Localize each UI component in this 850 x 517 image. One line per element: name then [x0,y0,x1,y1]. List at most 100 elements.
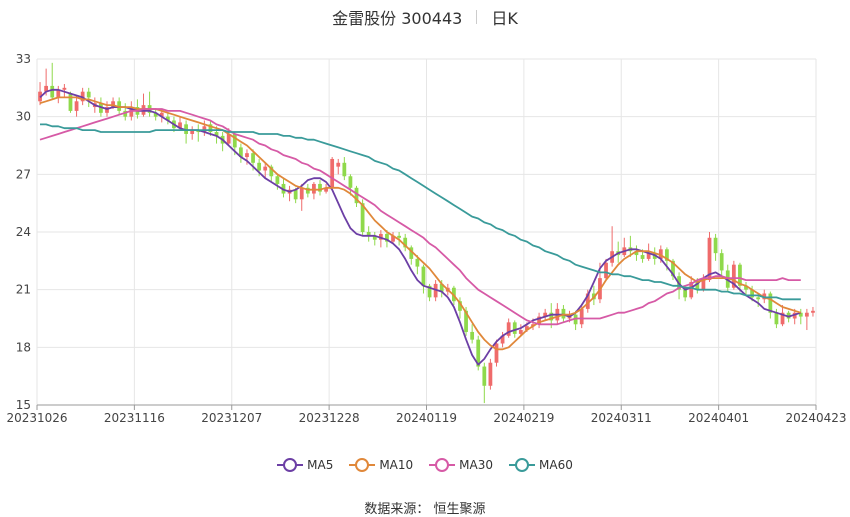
candle-body [409,247,414,259]
candle-body [378,233,383,240]
candle-body [56,89,61,98]
candle-body [689,281,694,298]
candle-body [427,285,432,298]
candle-body [665,249,669,261]
candle-body [488,362,493,386]
candle-body [299,187,304,200]
candle-body [634,251,639,256]
chart-period-label: 日K [491,9,518,28]
y-tick-label: 18 [16,340,31,354]
candle-body [640,255,645,259]
candle-body [561,308,566,319]
candle-body [500,335,505,344]
candle-body [293,189,298,200]
candle-body [117,101,122,111]
candle-body [719,253,724,271]
x-tick-label: 20231116 [104,411,165,425]
candle-body [482,366,487,386]
candle-body [768,293,773,313]
y-tick-label: 27 [16,167,31,181]
y-tick-label: 33 [16,52,31,66]
legend-item-ma60[interactable]: MA60 [509,458,573,472]
candle-body [232,133,237,148]
candle-body [251,153,255,163]
candle-body [543,312,548,317]
legend-ma60-label: MA60 [539,458,573,472]
legend-ma5-label: MA5 [307,458,334,472]
candle-body [756,297,761,300]
candle-body [537,316,541,325]
candle-body [68,93,73,111]
candle-body [750,289,754,298]
candle-body [153,112,158,117]
candle-body [123,110,128,117]
candle-body [786,312,791,319]
title-separator [476,10,478,24]
series-line-ma10 [39,96,802,351]
candle-body [312,183,316,194]
candle-body [190,130,195,134]
x-tick-label: 20240401 [688,411,749,425]
candle-body [159,112,164,117]
candle-body [269,166,274,177]
candle-body [354,187,359,204]
x-tick-label: 20240219 [493,411,554,425]
legend-ma30-label: MA30 [459,458,494,472]
candle-body [506,322,511,336]
candle-body [214,132,219,136]
x-tick-label: 20240423 [785,411,846,425]
y-tick-label: 24 [16,225,31,239]
candle-body [804,312,809,317]
candle-body [330,158,335,188]
candle-body [713,237,718,254]
candle-body [336,162,341,167]
data-source: 数据来源： 恒生聚源 [364,502,486,517]
x-tick-label: 20240119 [396,411,457,425]
candle-body [105,107,109,113]
candle-body [549,312,554,321]
candle-body [245,153,249,158]
candle-body [342,162,347,177]
legend-item-ma30[interactable]: MA30 [429,458,493,472]
candle-body [318,183,322,192]
candle-body [403,237,408,248]
candle-body [263,166,268,171]
candle-body [178,122,182,129]
x-tick-label: 20231026 [6,411,67,425]
candle-body [585,293,590,309]
legend-item-ma5[interactable]: MA5 [277,458,333,472]
candle-body [579,308,584,325]
candle-body [324,187,328,192]
candle-body [129,107,134,117]
candle-body [695,281,700,290]
legend-ma30-icon [429,458,456,472]
legend-ma10-icon [349,458,376,472]
candle-body [238,147,243,158]
candle-body [348,176,353,188]
candle-body [470,331,475,340]
candle-body [366,232,371,236]
candle-body [275,176,280,184]
candle-body [50,85,55,98]
candle-body [439,283,444,292]
candle-body [774,312,779,325]
candle-body [372,235,377,240]
candle-body [257,162,262,171]
candle-body [202,126,207,133]
y-tick-label: 30 [16,110,31,124]
candle-body [111,101,115,108]
legend-ma60-icon [509,458,536,472]
candle-body [86,91,91,98]
candle-body [573,314,578,325]
candle-body [305,187,310,194]
candle-body [476,339,481,367]
candle-body [74,101,79,111]
candle-body [62,87,67,90]
candle-body [811,310,815,313]
x-tick-label: 20240311 [591,411,652,425]
legend-item-ma10[interactable]: MA10 [349,458,413,472]
candle-body [707,237,712,281]
candle-body [391,235,395,242]
chart-legend: MA5 MA10 MA30 MA60 [0,458,850,472]
